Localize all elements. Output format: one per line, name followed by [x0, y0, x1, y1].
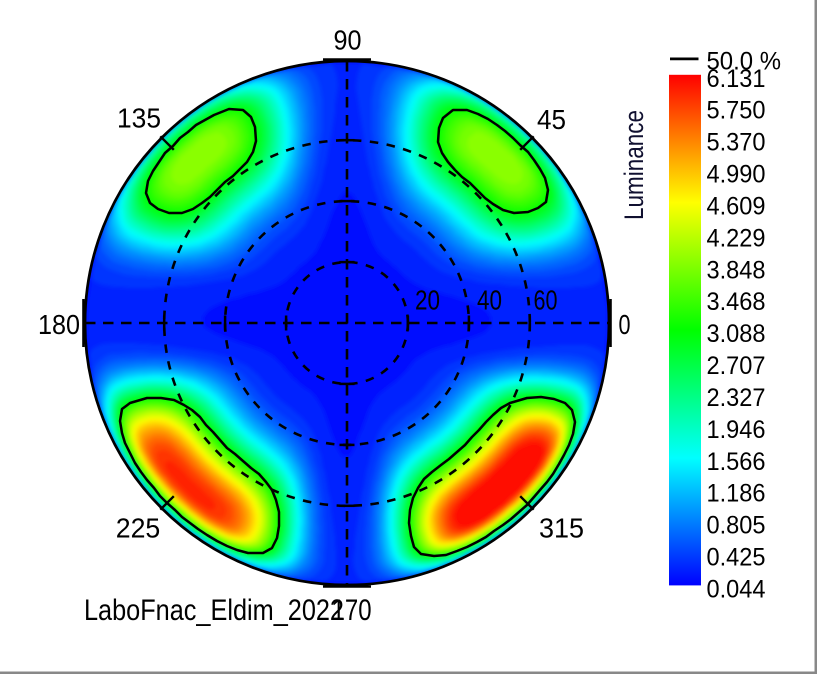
svg-text:1.566: 1.566 [707, 448, 766, 476]
svg-text:Luminance: Luminance [619, 110, 649, 220]
svg-text:6.131: 6.131 [707, 65, 766, 93]
svg-text:50.0 %: 50.0 % [707, 48, 782, 76]
svg-text:60: 60 [534, 285, 558, 316]
svg-text:1.186: 1.186 [707, 480, 766, 508]
svg-text:170: 170 [332, 594, 372, 627]
svg-text:5.370: 5.370 [707, 129, 766, 157]
svg-text:40: 40 [477, 285, 502, 316]
svg-text:2.707: 2.707 [707, 352, 766, 380]
svg-text:315: 315 [539, 512, 584, 543]
svg-text:4.229: 4.229 [707, 224, 766, 252]
svg-text:4.609: 4.609 [707, 192, 766, 220]
svg-text:0.425: 0.425 [707, 544, 766, 572]
svg-text:45: 45 [537, 104, 566, 135]
svg-text:3.088: 3.088 [707, 320, 766, 348]
svg-text:90: 90 [334, 25, 362, 56]
svg-text:0.044: 0.044 [707, 575, 766, 603]
svg-text:3.468: 3.468 [707, 288, 766, 316]
svg-text:225: 225 [116, 512, 161, 543]
svg-text:5.750: 5.750 [707, 97, 766, 125]
svg-text:3.848: 3.848 [707, 256, 766, 284]
svg-text:20: 20 [415, 285, 440, 316]
svg-text:135: 135 [117, 103, 161, 134]
svg-text:4.990: 4.990 [707, 161, 766, 189]
svg-text:180: 180 [38, 309, 80, 340]
svg-text:0: 0 [619, 309, 631, 340]
svg-text:1.946: 1.946 [707, 416, 766, 444]
svg-text:0.805: 0.805 [707, 512, 766, 540]
svg-text:2.327: 2.327 [707, 384, 766, 412]
svg-text:LaboFnac_Eldim_2022: LaboFnac_Eldim_2022 [84, 594, 344, 627]
